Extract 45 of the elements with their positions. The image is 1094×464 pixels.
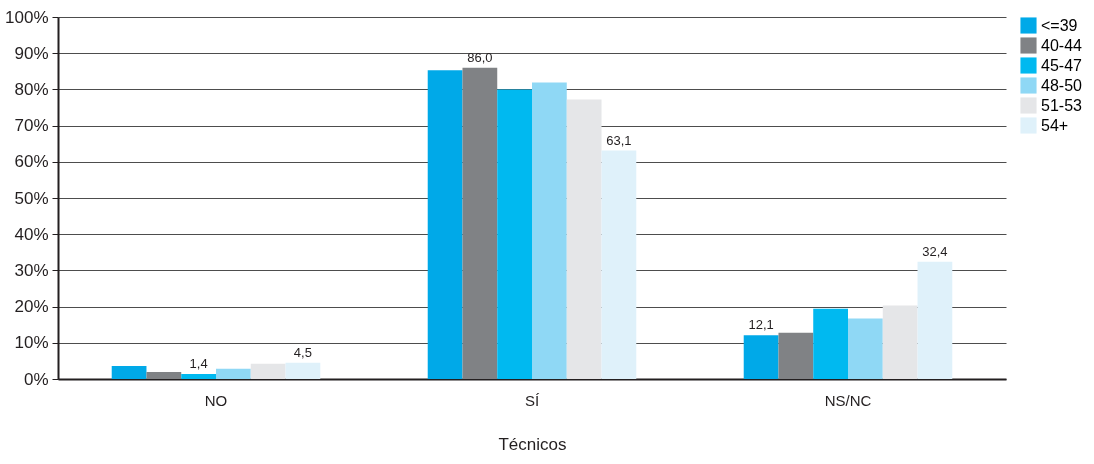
legend-label: 51-53 bbox=[1041, 96, 1083, 114]
x-tick-label: NS/NC bbox=[824, 391, 872, 409]
bar bbox=[917, 261, 953, 379]
data-label: 4,5 bbox=[293, 344, 312, 360]
y-tick-label: 70% bbox=[14, 116, 49, 136]
bar bbox=[216, 368, 251, 379]
legend-label: 54+ bbox=[1041, 116, 1069, 134]
y-tick-label: 50% bbox=[14, 188, 49, 208]
bar bbox=[882, 305, 918, 379]
x-tick-label: SÍ bbox=[524, 391, 540, 409]
data-label: 63,1 bbox=[606, 132, 632, 148]
y-tick-label: 80% bbox=[14, 79, 49, 99]
bar bbox=[427, 70, 463, 379]
legend-label: 48-50 bbox=[1041, 76, 1083, 94]
legend-label: 45-47 bbox=[1041, 56, 1083, 74]
bar bbox=[601, 150, 637, 379]
y-tick-label: 0% bbox=[23, 369, 49, 389]
bar bbox=[813, 308, 848, 379]
y-tick-label: 10% bbox=[14, 333, 49, 353]
y-tick-label: 30% bbox=[14, 260, 49, 280]
bar bbox=[532, 82, 567, 379]
bar bbox=[462, 67, 498, 379]
bar bbox=[566, 99, 602, 379]
bar bbox=[146, 372, 182, 379]
bar bbox=[111, 365, 147, 379]
data-label: 1,4 bbox=[189, 355, 208, 371]
bar bbox=[848, 318, 883, 379]
bar bbox=[497, 89, 532, 379]
y-tick-label: 100% bbox=[5, 7, 49, 27]
y-tick-label: 40% bbox=[14, 224, 49, 244]
data-label: 86,0 bbox=[467, 49, 493, 65]
bar bbox=[743, 335, 779, 379]
x-axis-title: Técnicos bbox=[498, 434, 567, 454]
bar bbox=[285, 362, 321, 379]
y-tick-label: 20% bbox=[14, 297, 49, 317]
y-tick-label: 60% bbox=[14, 152, 49, 172]
bar bbox=[778, 332, 814, 379]
legend-label: 40-44 bbox=[1041, 36, 1083, 54]
legend-label: <=39 bbox=[1041, 16, 1078, 34]
x-tick-label: NO bbox=[204, 391, 228, 409]
data-label: 12,1 bbox=[748, 317, 774, 333]
data-label: 32,4 bbox=[922, 243, 948, 259]
bar bbox=[181, 373, 216, 379]
bar bbox=[250, 363, 286, 379]
y-tick-label: 90% bbox=[14, 43, 49, 63]
